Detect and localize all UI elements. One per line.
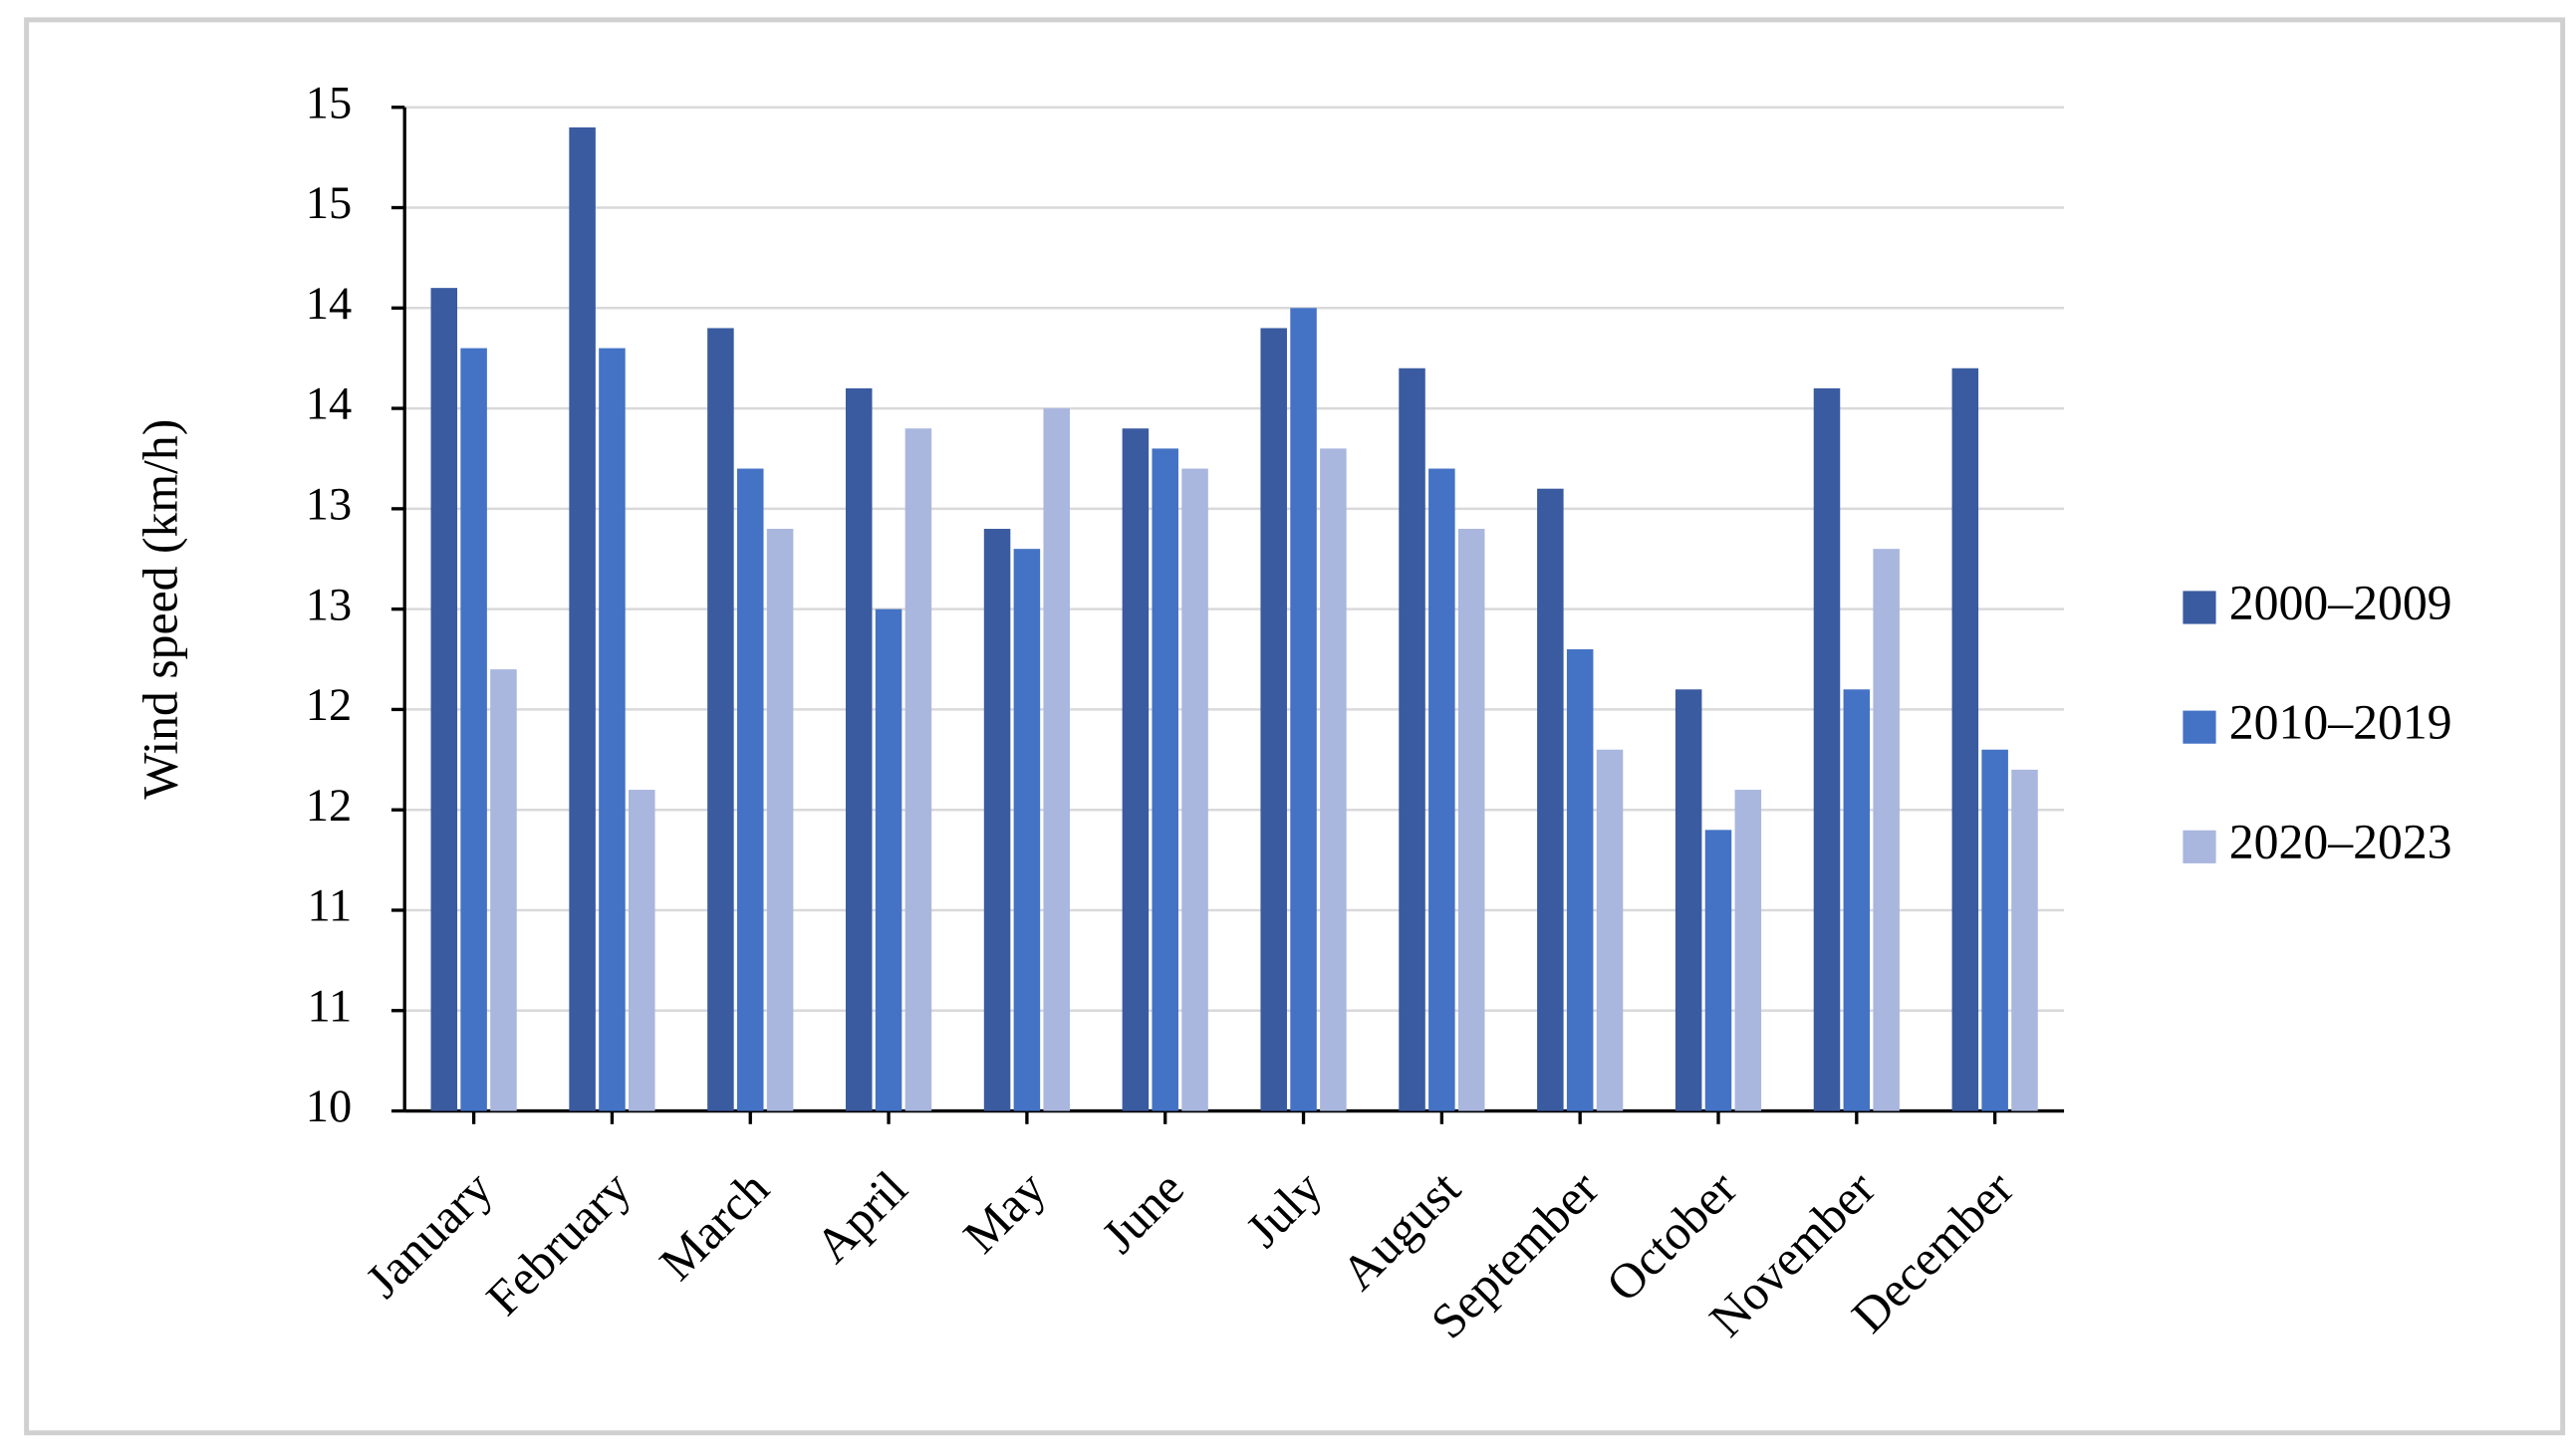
bar — [707, 328, 734, 1111]
y-tick-label: 11 — [307, 881, 352, 932]
bar — [1152, 448, 1178, 1111]
y-tick-label: 14 — [306, 279, 352, 330]
legend-swatch — [2183, 591, 2216, 624]
bar — [736, 468, 764, 1111]
bar — [1596, 749, 1624, 1111]
bar — [490, 669, 517, 1111]
bar — [460, 348, 487, 1111]
legend-label: 2000–2009 — [2229, 575, 2452, 629]
bar — [1320, 448, 1347, 1111]
y-tick-label: 13 — [306, 480, 352, 531]
y-tick-label: 10 — [306, 1082, 352, 1132]
bar — [983, 529, 1011, 1111]
legend-label: 2010–2019 — [2229, 695, 2452, 750]
y-tick-label: 15 — [306, 78, 352, 128]
bar — [1813, 387, 1841, 1111]
bar — [1566, 648, 1594, 1111]
bar — [1537, 488, 1564, 1111]
bar — [1122, 428, 1150, 1111]
bar — [1734, 790, 1762, 1111]
bar — [1704, 830, 1732, 1111]
y-tick-label: 14 — [306, 379, 352, 430]
bar — [1013, 549, 1041, 1111]
y-tick-label: 11 — [307, 981, 352, 1032]
bar — [629, 790, 655, 1111]
bar — [569, 126, 596, 1111]
bar — [1428, 468, 1455, 1111]
bar — [1399, 367, 1425, 1111]
bar — [1951, 367, 1979, 1111]
legend-label: 2020–2023 — [2229, 815, 2452, 869]
bar — [1181, 468, 1208, 1111]
y-tick-label: 12 — [306, 680, 352, 731]
bar — [2011, 769, 2038, 1111]
bar — [1981, 749, 2008, 1111]
bar — [875, 608, 902, 1111]
bar — [1043, 408, 1070, 1111]
y-tick-label: 13 — [306, 580, 352, 630]
bar — [766, 529, 794, 1111]
bar — [1873, 549, 1900, 1111]
y-tick-label: 12 — [306, 781, 352, 832]
bar — [904, 428, 932, 1111]
legend-swatch — [2183, 830, 2216, 863]
y-tick-label: 15 — [306, 178, 352, 229]
legend-swatch — [2183, 710, 2216, 744]
bar — [1674, 689, 1702, 1111]
bar — [599, 348, 626, 1111]
y-axis-label: Wind speed (km/h) — [132, 419, 187, 800]
bar — [845, 387, 873, 1111]
bar — [1290, 308, 1317, 1111]
bar — [1260, 328, 1287, 1111]
bar — [1843, 689, 1871, 1111]
bar — [430, 288, 458, 1111]
bar — [1457, 529, 1485, 1111]
